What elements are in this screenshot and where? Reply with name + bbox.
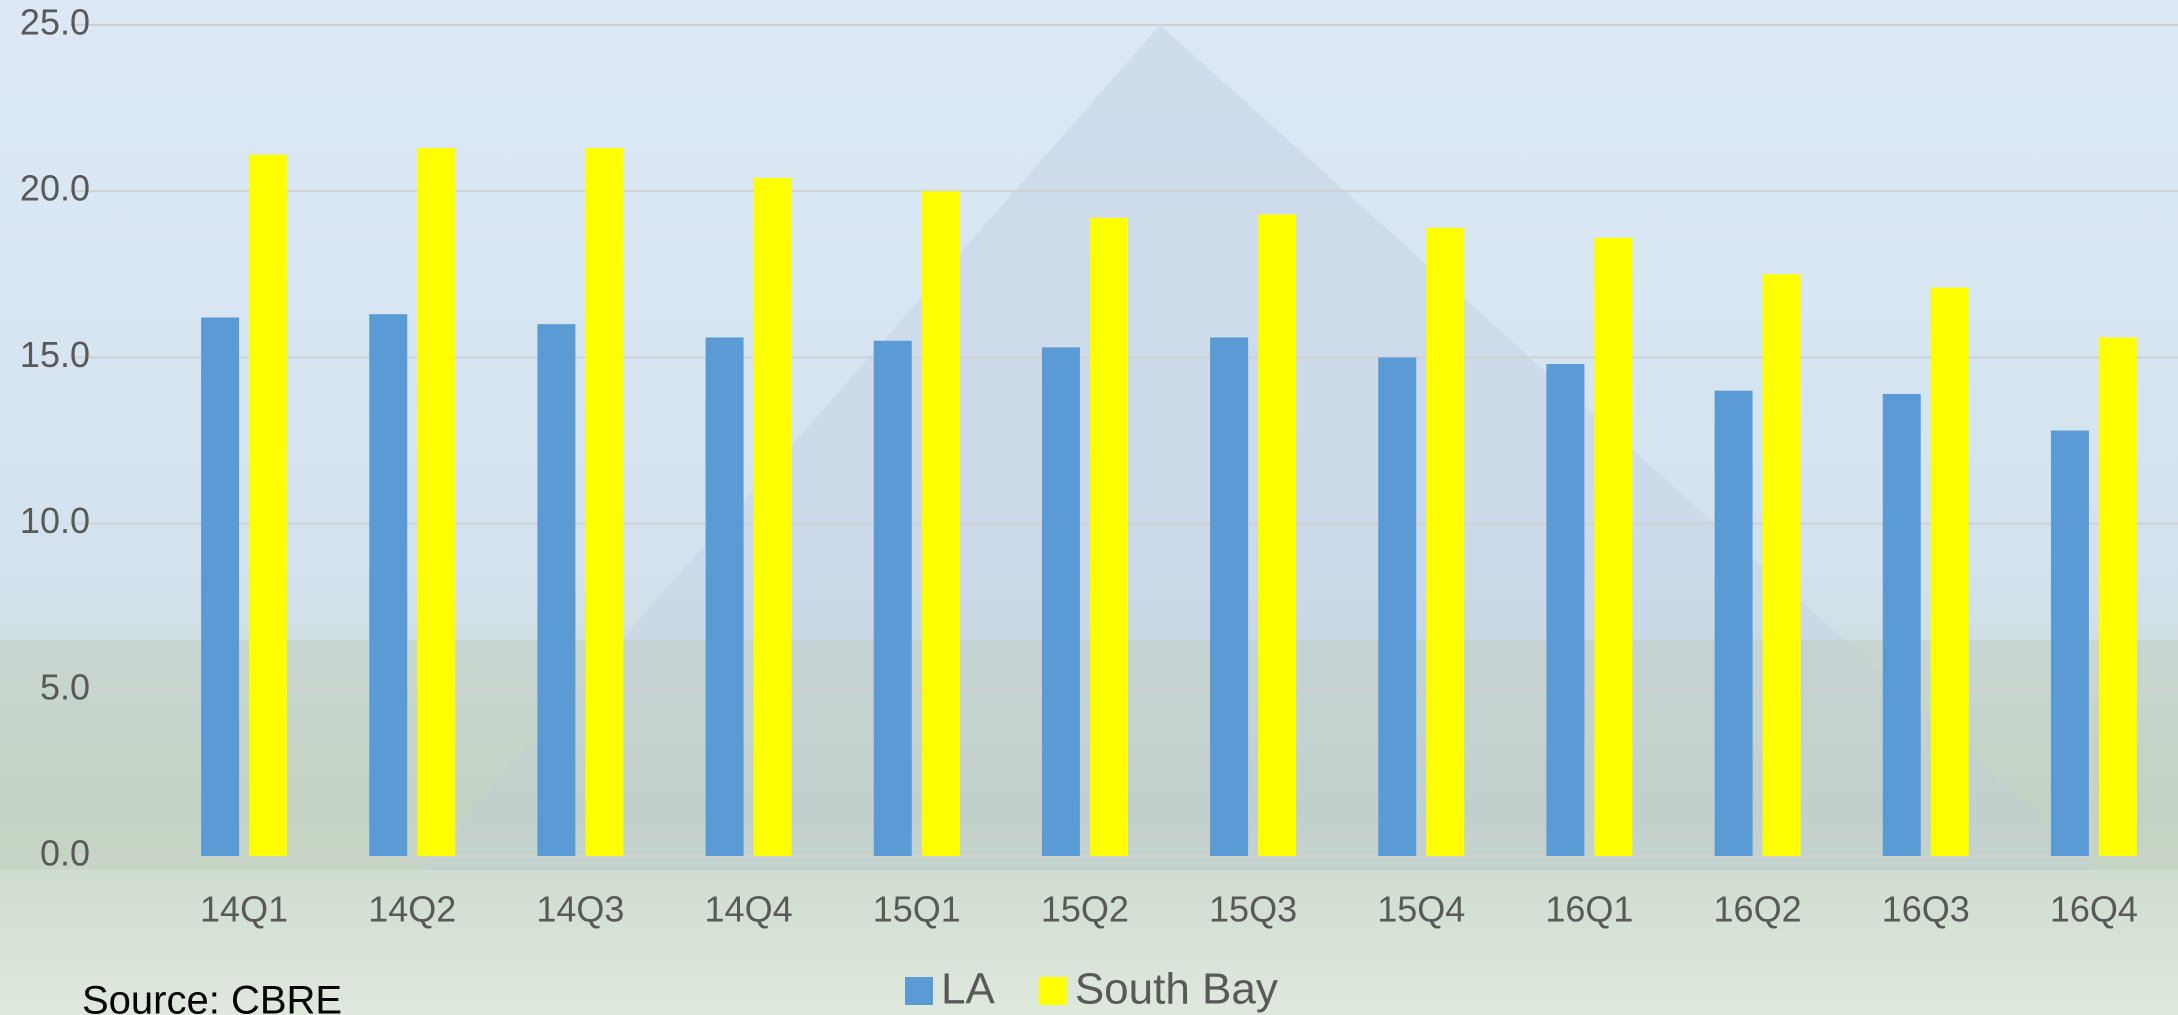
- background-trees: [0, 640, 2178, 870]
- legend-swatch: [905, 977, 933, 1005]
- page: {"chart_data": {"type": "bar", "categori…: [0, 0, 2178, 1015]
- legend-swatch: [1039, 977, 1067, 1005]
- bar: [1042, 347, 1080, 856]
- bar: [2051, 431, 2089, 856]
- y-tick-label: 25.0: [20, 2, 90, 43]
- y-tick-label: 10.0: [20, 500, 90, 541]
- bar: [754, 178, 792, 856]
- bar: [1594, 238, 1632, 856]
- bar: [1715, 391, 1753, 856]
- bar: [1883, 394, 1921, 856]
- x-tick-label: 14Q1: [200, 889, 288, 930]
- legend-label: LA: [941, 965, 995, 1014]
- bar: [585, 148, 623, 856]
- legend-label: South Bay: [1075, 965, 1278, 1014]
- bar: [1546, 364, 1584, 856]
- bar: [706, 337, 744, 856]
- bar: [1378, 357, 1416, 856]
- x-tick-label: 16Q3: [1882, 889, 1970, 930]
- x-tick-label: 15Q3: [1209, 889, 1297, 930]
- x-tick-label: 14Q2: [368, 889, 456, 930]
- bar: [1210, 337, 1248, 856]
- bar: [922, 191, 960, 856]
- x-tick-label: 15Q2: [1041, 889, 1129, 930]
- x-tick-label: 14Q4: [705, 889, 793, 930]
- bar: [1090, 218, 1128, 856]
- x-tick-label: 14Q3: [536, 889, 624, 930]
- bar: [2099, 337, 2137, 856]
- bar: [537, 324, 575, 856]
- bar: [369, 314, 407, 856]
- bar: [201, 318, 239, 856]
- y-tick-label: 5.0: [40, 666, 90, 707]
- bar: [417, 148, 455, 856]
- bar: [874, 341, 912, 856]
- bar: [1426, 228, 1464, 856]
- source-note: Source: CBRE: [82, 979, 342, 1015]
- x-tick-label: 16Q4: [2050, 889, 2138, 930]
- x-tick-label: 16Q2: [1714, 889, 1802, 930]
- x-tick-label: 15Q1: [873, 889, 961, 930]
- chart: Source: CBRE 0.0 5.0 10.0 15.0 20.0 25.0 14Q1 1…: [0, 0, 2178, 1015]
- bar: [1931, 288, 1969, 856]
- y-tick-label: 20.0: [20, 168, 90, 209]
- bar: [1258, 214, 1296, 856]
- x-tick-label: 15Q4: [1377, 889, 1465, 930]
- y-tick-label: 15.0: [20, 334, 90, 375]
- bar: [249, 155, 287, 856]
- bar: [1763, 274, 1801, 856]
- x-tick-label: 16Q1: [1545, 889, 1633, 930]
- y-tick-label: 0.0: [40, 833, 90, 874]
